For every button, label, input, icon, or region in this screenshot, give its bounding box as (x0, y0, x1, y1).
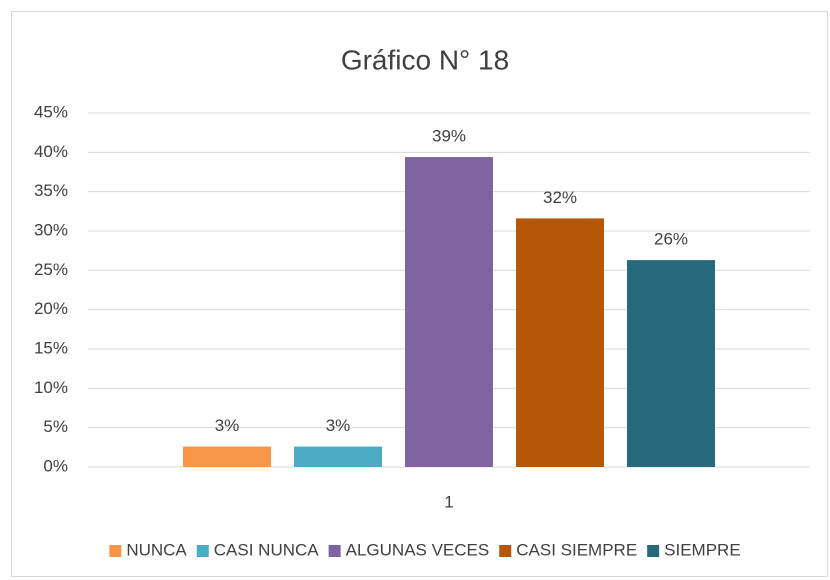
y-tick-label: 15% (34, 338, 68, 357)
y-tick-label: 10% (34, 378, 68, 397)
y-tick-label: 30% (34, 220, 68, 239)
data-label: 3% (326, 416, 351, 435)
legend-swatch (499, 545, 512, 557)
bar (516, 218, 604, 467)
data-label: 39% (432, 127, 466, 146)
data-label: 32% (543, 188, 577, 207)
legend-swatch (647, 545, 660, 557)
legend-swatch (328, 545, 341, 557)
y-tick-label: 35% (34, 181, 68, 200)
y-tick-label: 45% (34, 102, 68, 121)
legend-label: CASI NUNCA (214, 540, 320, 559)
legend-swatch (196, 545, 209, 557)
legend-label: NUNCA (126, 540, 187, 559)
bar (183, 446, 271, 467)
data-label: 26% (654, 230, 688, 249)
chart-title: Gráfico N° 18 (341, 44, 509, 75)
bar (294, 446, 382, 467)
x-tick-label: 1 (444, 492, 453, 511)
y-tick-label: 5% (43, 417, 68, 436)
legend-label: SIEMPRE (664, 540, 741, 559)
legend-label: ALGUNAS VECES (346, 540, 490, 559)
y-tick-label: 25% (34, 260, 68, 279)
bar (405, 157, 493, 467)
data-label: 3% (215, 416, 240, 435)
y-tick-label: 0% (43, 456, 68, 475)
legend-swatch (109, 545, 122, 557)
y-tick-label: 40% (34, 142, 68, 161)
bar (627, 260, 715, 467)
legend-label: CASI SIEMPRE (516, 540, 637, 559)
y-tick-label: 20% (34, 299, 68, 318)
